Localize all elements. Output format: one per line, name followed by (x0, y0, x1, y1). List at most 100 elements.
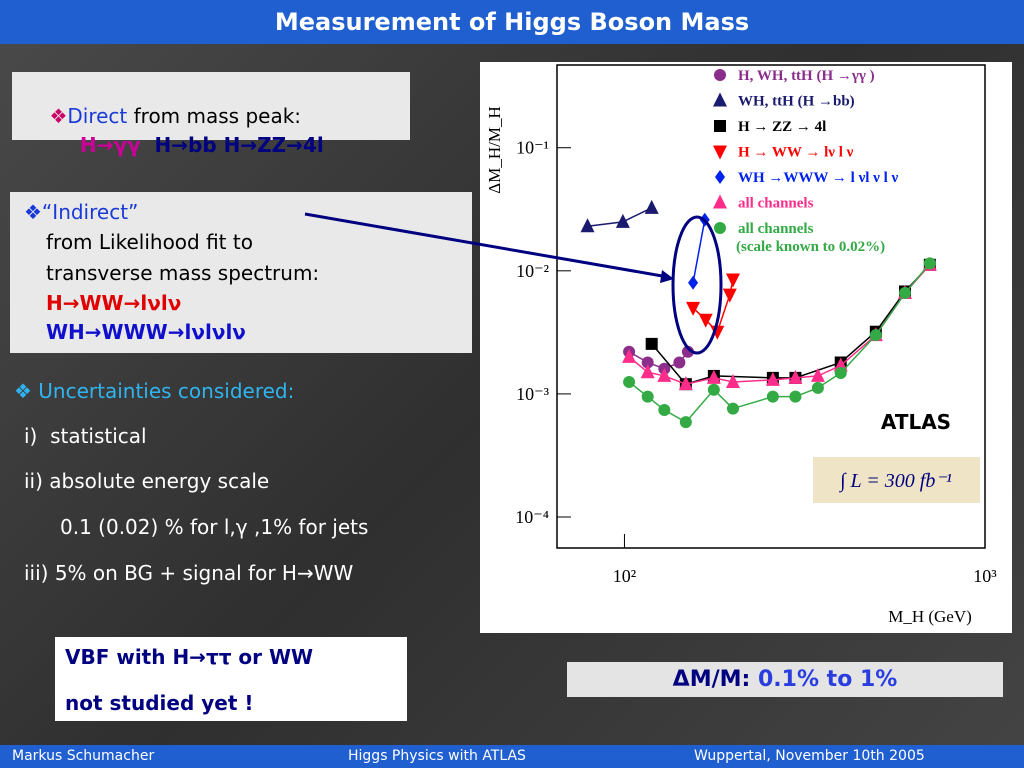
text: H→ZZ→4l (223, 133, 324, 157)
legend-marker (713, 194, 727, 209)
line: transverse mass spectrum: (46, 261, 320, 285)
y-tick-label: 10⁻⁴ (515, 507, 549, 527)
point (810, 367, 825, 382)
legend-marker (713, 145, 727, 160)
line: not studied yet ! (65, 691, 254, 715)
point (658, 404, 671, 417)
point (834, 366, 847, 379)
highlight-ellipse (671, 215, 723, 355)
point (726, 402, 739, 415)
legend-line: (scale known to 0.02%) (736, 239, 885, 255)
point (641, 390, 654, 403)
legend-label: all channels (738, 196, 814, 212)
y-tick-label: 10⁻³ (516, 384, 550, 404)
point (679, 416, 692, 429)
point (640, 364, 655, 379)
legend-label: WH, ttH (H →bb) (738, 94, 855, 110)
plot-frame (556, 64, 986, 549)
point (623, 375, 636, 388)
point (641, 356, 654, 369)
direct-box: ❖Direct from mass peak: H→γγ H→bb H→ZZ→4… (12, 72, 410, 157)
point (766, 390, 779, 403)
point (722, 288, 737, 303)
point (622, 348, 637, 363)
legend-label: H → WW → lν l ν (738, 145, 854, 161)
point (765, 371, 780, 386)
point (688, 275, 699, 290)
text: H→bb (154, 133, 217, 157)
footer-center: Higgs Physics with ATLAS (348, 748, 526, 764)
point (811, 381, 824, 394)
line: H→γγ H→bb H→ZZ→4l (52, 109, 324, 181)
point (706, 369, 721, 384)
list-heading: ❖ Uncertainties considered: (14, 379, 295, 403)
arrow-head (660, 270, 674, 283)
plot-area: 10² 10³ 10⁻¹ 10⁻² 10⁻³ 10⁻⁴ H, WH, ttH (H →γγ … (515, 68, 997, 586)
result-label: ΔM/M: (672, 667, 751, 692)
chart: ∫ L = 300 fb⁻¹ ATLAS M_H (GeV) ΔM_H/M_H … (304, 62, 1012, 633)
point (681, 345, 694, 358)
point (678, 376, 693, 391)
legend-marker (714, 222, 726, 234)
legend-marker (714, 69, 726, 81)
point (657, 367, 672, 382)
line: WH→WWW→lνlνlν (46, 320, 246, 344)
text: Direct (67, 104, 128, 128)
point (869, 329, 882, 342)
legend-line: all channels (738, 221, 814, 237)
x-axis-label: M_H (GeV) (888, 607, 972, 626)
formula-box (813, 457, 980, 503)
y-tick-label: 10⁻² (516, 261, 549, 281)
bullet: ❖ (49, 104, 68, 128)
series-line (692, 219, 706, 283)
x-tick-label: 10² (613, 566, 636, 586)
list-item: ii) absolute energy scale (24, 469, 270, 493)
line: from Likelihood fit to (46, 230, 253, 254)
list-item: 0.1 (0.02) % for l,γ ,1% for jets (60, 515, 369, 539)
formula: ∫ L = 300 fb⁻¹ (838, 470, 952, 493)
note-box: VBF with H→ττ or WW not studied yet ! (55, 637, 407, 721)
point (615, 213, 630, 228)
point (788, 369, 803, 384)
list-item: i) statistical (24, 424, 147, 448)
footer-left: Markus Schumacher (12, 748, 155, 764)
legend-marker (714, 120, 726, 132)
point (707, 383, 720, 396)
point (698, 313, 713, 328)
point (686, 301, 701, 316)
footer: Markus Schumacher Higgs Physics with ATL… (0, 745, 1024, 768)
text: from mass peak: (127, 104, 302, 128)
line: H→WW→lνlν (46, 291, 182, 315)
point (580, 218, 595, 233)
point (833, 357, 848, 372)
point (725, 373, 740, 388)
y-tick-label: 10⁻¹ (516, 138, 549, 158)
point (645, 337, 658, 350)
list-item: iii) 5% on BG + signal for H→WW (24, 561, 354, 585)
line: VBF with H→ττ or WW (65, 645, 314, 669)
point (725, 273, 740, 288)
legend-marker (713, 92, 727, 107)
legend-label: WH →WWW → l νl ν l ν (738, 170, 899, 186)
indirect-box: ❖“Indirect” from Likelihood fit to trans… (10, 192, 472, 353)
result-value: 0.1% to 1% (758, 667, 898, 692)
chart-panel (480, 62, 1012, 633)
legend-label: H, WH, ttH (H →γγ ) (738, 68, 875, 84)
point (673, 356, 686, 369)
point (899, 287, 912, 300)
legend-label: H → ZZ → 4l (738, 119, 826, 135)
text: H→γγ (79, 133, 141, 157)
result-box: ΔM/M: 0.1% to 1% (567, 662, 1003, 697)
footer-right: Wuppertal, November 10th 2005 (694, 748, 925, 764)
point (644, 199, 659, 214)
slide-title: Measurement of Higgs Boson Mass (0, 0, 1024, 44)
legend-marker (715, 170, 725, 184)
annotation: ATLAS (881, 410, 951, 434)
x-tick-label: 10³ (973, 566, 997, 586)
point (923, 257, 936, 270)
arrow-line (304, 212, 669, 279)
legend-label: all channels (scale known to 0.02%) (736, 221, 885, 255)
line: ❖“Indirect” (24, 200, 139, 224)
y-axis-label: ΔM_H/M_H (485, 106, 504, 193)
